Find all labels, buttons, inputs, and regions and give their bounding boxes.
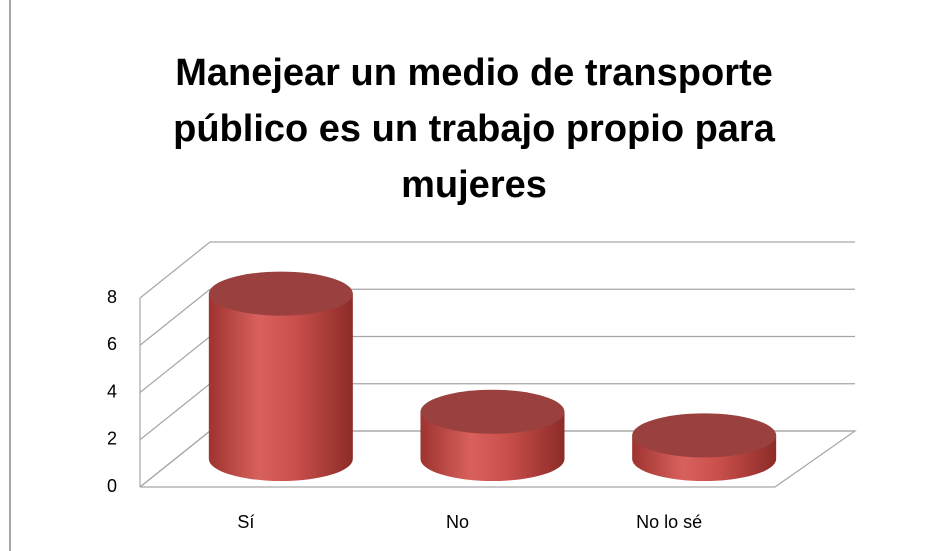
cylinder-top	[632, 413, 777, 458]
cylinder-top	[420, 389, 565, 434]
x-tick-label: No	[446, 512, 469, 532]
x-tick-label: Sí	[237, 512, 254, 532]
cylinder	[208, 293, 353, 482]
y-tick-label: 8	[107, 287, 117, 307]
y-tick-label: 0	[107, 476, 117, 496]
cylinder-top	[208, 271, 353, 316]
y-tick-label: 2	[107, 429, 117, 449]
chart-title: público es un trabajo propio para	[173, 108, 776, 150]
chart-title: Manejear un medio de transporte	[175, 52, 773, 94]
y-tick-label: 6	[107, 334, 117, 354]
grid-line	[139, 288, 855, 346]
x-tick-label: No lo sé	[636, 512, 702, 532]
y-tick-label: 4	[107, 381, 117, 401]
chart-title: mujeres	[401, 164, 547, 206]
grid-line	[139, 241, 855, 299]
